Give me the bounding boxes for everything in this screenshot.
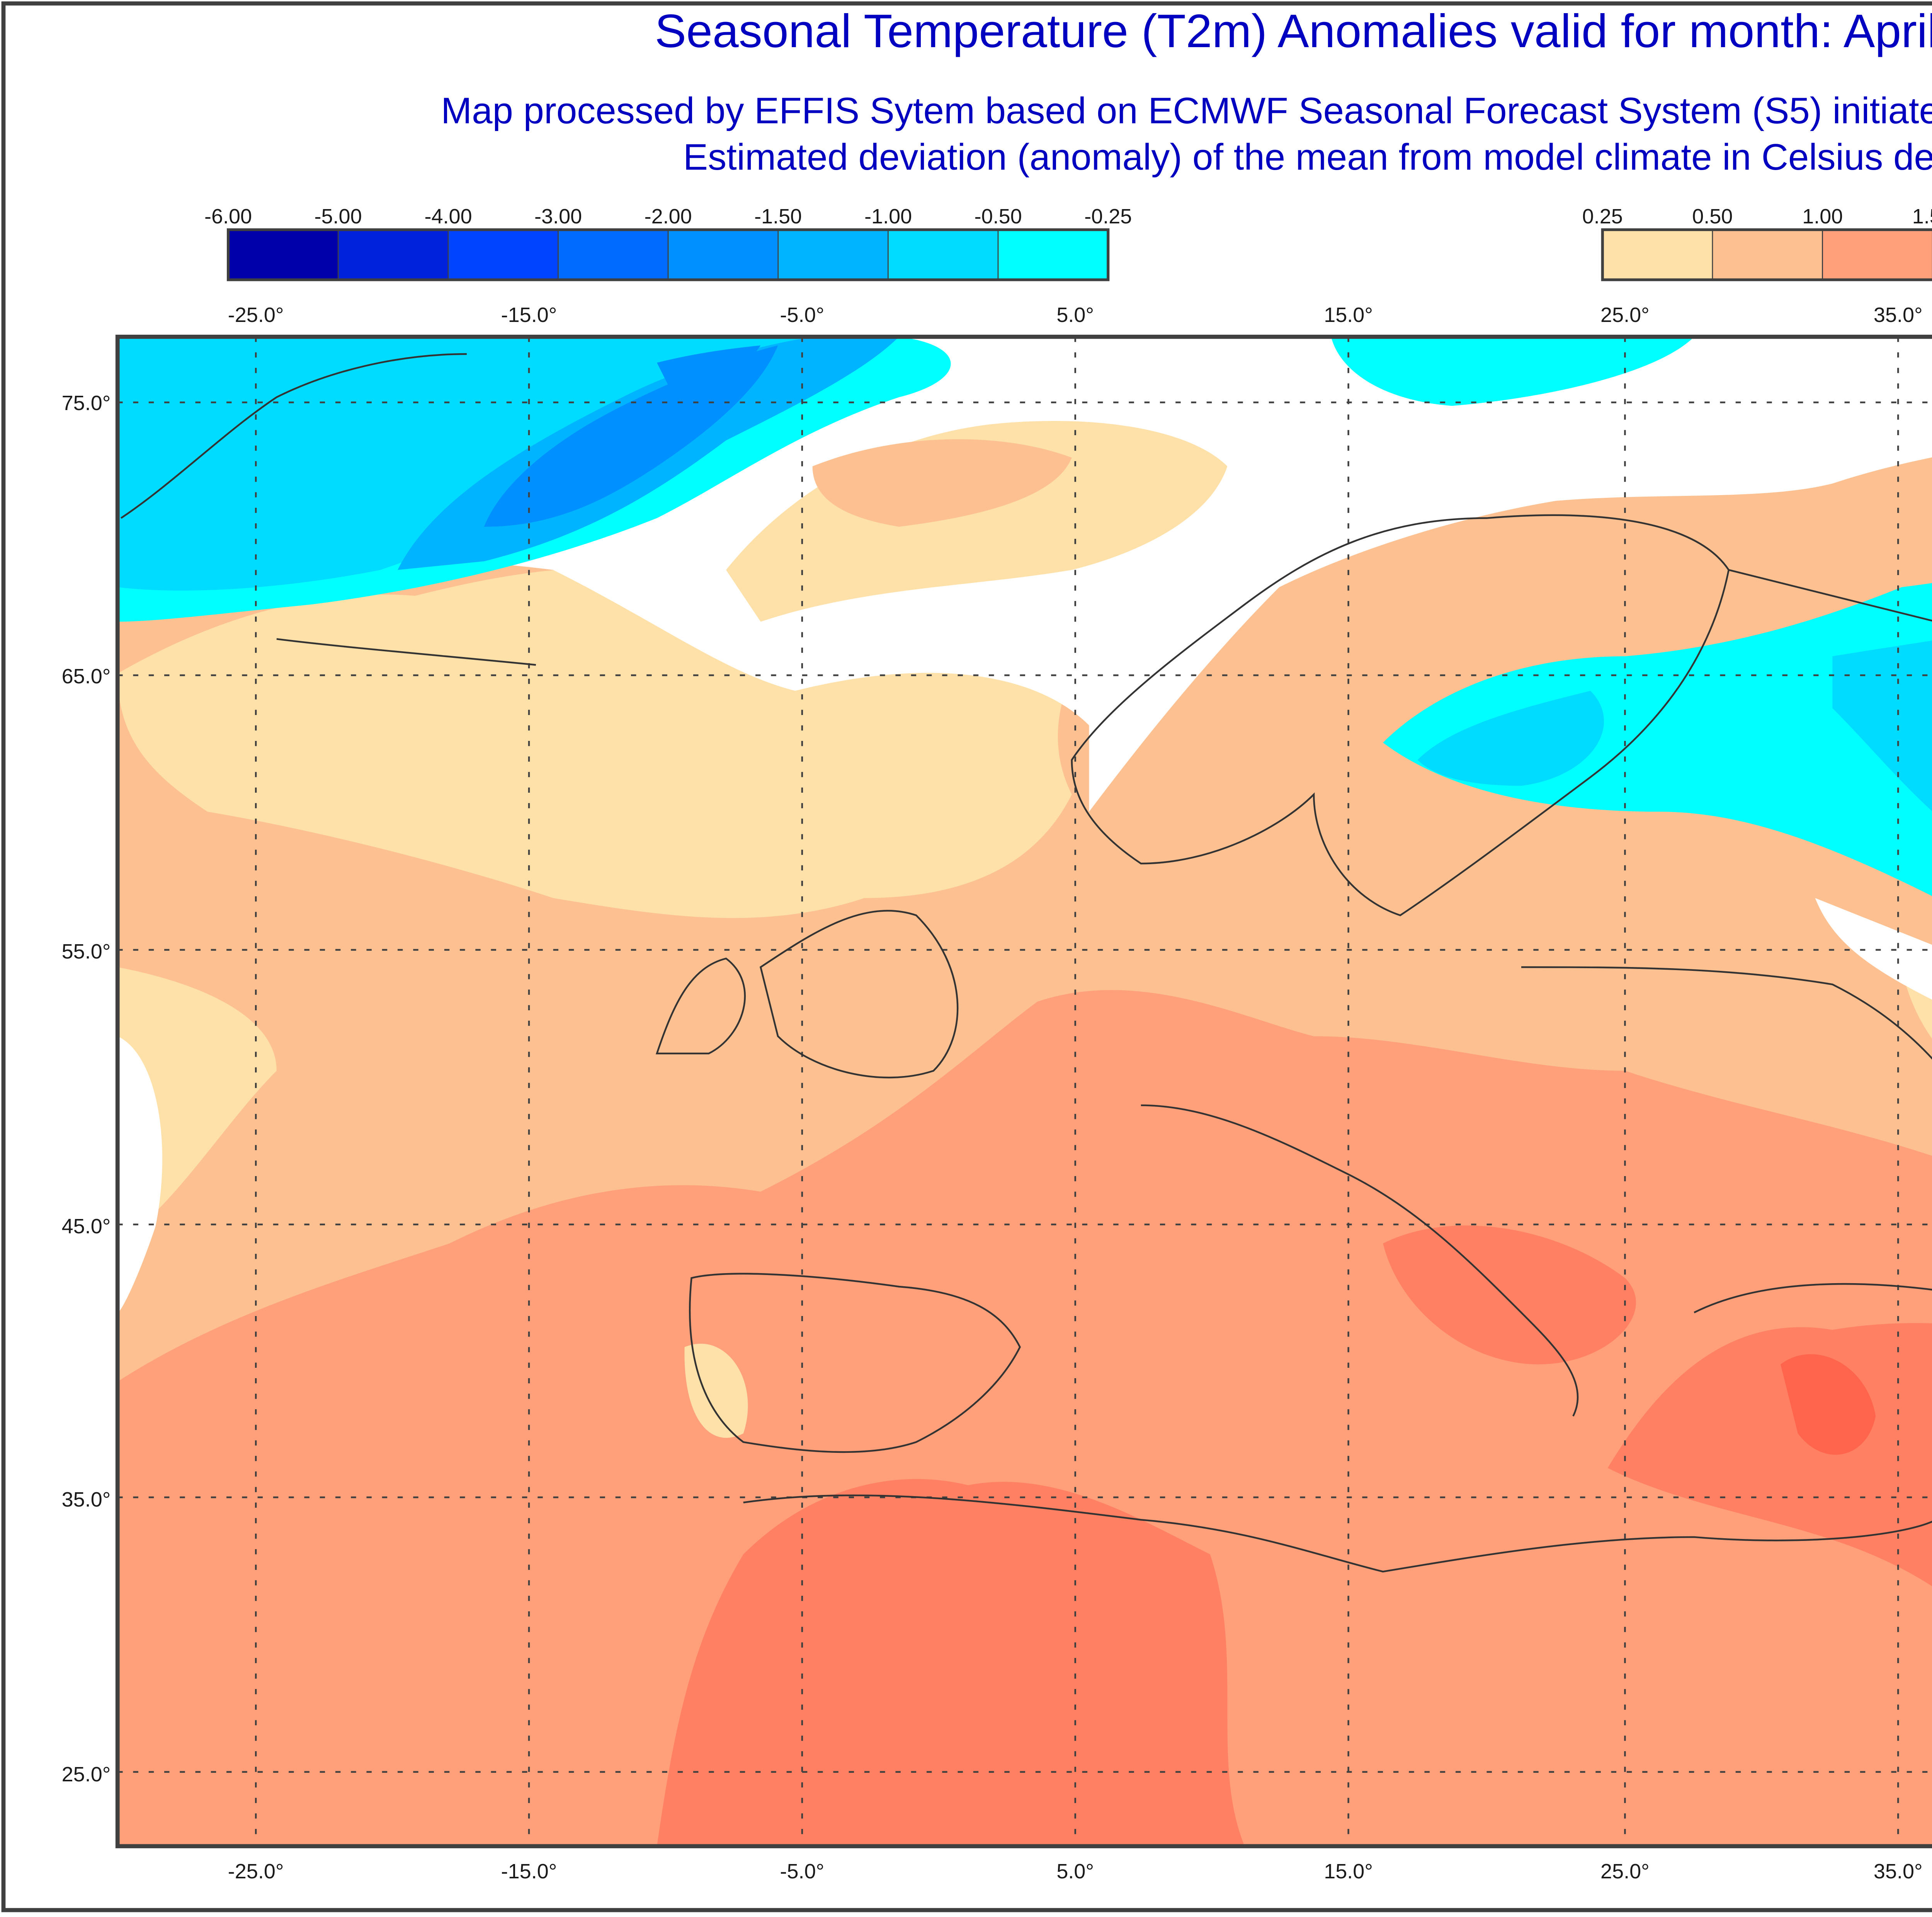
legend-positive <box>1601 228 1932 281</box>
subtitle-source: Map processed by EFFIS Sytem based on EC… <box>441 90 1932 131</box>
longitude-label-top: 15.0° <box>1324 303 1373 327</box>
longitude-label-top: -5.0° <box>780 303 825 327</box>
legend-swatch <box>228 229 339 281</box>
graticule <box>117 337 1932 1846</box>
legend-label: -4.00 <box>424 205 472 228</box>
longitude-label-bottom: 25.0° <box>1600 1859 1650 1883</box>
subtitle-units: Estimated deviation (anomaly) of the mea… <box>683 136 1932 178</box>
map-frame <box>115 334 1932 1849</box>
anomaly-field <box>117 337 1932 1846</box>
page-title: Seasonal Temperature (T2m) Anomalies val… <box>655 5 1932 57</box>
legend-swatch <box>337 229 449 281</box>
legend-label: 0.25 <box>1582 205 1623 228</box>
longitude-label-bottom: 15.0° <box>1324 1859 1373 1883</box>
latitude-label-left: 35.0° <box>61 1488 111 1511</box>
legend-swatch <box>997 229 1109 281</box>
longitude-label-top: 25.0° <box>1600 303 1650 327</box>
legend-swatch <box>1602 229 1713 281</box>
longitude-label-bottom: 35.0° <box>1873 1859 1923 1883</box>
longitude-label-bottom: -5.0° <box>780 1859 825 1883</box>
legend-label: -6.00 <box>204 205 252 228</box>
legend-label: -0.50 <box>974 205 1022 228</box>
longitude-label-top: -15.0° <box>501 303 557 327</box>
legend-swatch <box>558 229 669 281</box>
longitude-label-bottom: 5.0° <box>1056 1859 1094 1883</box>
longitude-label-bottom: -25.0° <box>228 1859 284 1883</box>
latitude-label-left: 25.0° <box>61 1763 111 1786</box>
coastlines <box>120 353 1932 1573</box>
legend-label: -1.50 <box>754 205 802 228</box>
longitude-label-top: 35.0° <box>1873 303 1923 327</box>
legend-label: -5.00 <box>314 205 362 228</box>
legend-swatch <box>1822 229 1932 281</box>
latitude-label-left: 45.0° <box>61 1214 111 1238</box>
latitude-label-left: 75.0° <box>61 392 111 415</box>
legend-swatch <box>777 229 889 281</box>
legend-label: 1.00 <box>1802 205 1843 228</box>
latitude-label-left: 55.0° <box>61 940 111 963</box>
legend-label: -3.00 <box>534 205 582 228</box>
legend-swatch <box>447 229 559 281</box>
legend-label: 0.50 <box>1692 205 1733 228</box>
legend-swatch <box>1712 229 1823 281</box>
longitude-label-top: 5.0° <box>1056 303 1094 327</box>
legend-label: -2.00 <box>644 205 692 228</box>
legend-label: 1.50 <box>1912 205 1932 228</box>
longitude-label-bottom: -15.0° <box>501 1859 557 1883</box>
legend-swatch <box>667 229 779 281</box>
latitude-label-left: 65.0° <box>61 665 111 688</box>
legend-swatch <box>888 229 999 281</box>
legend-label: -0.25 <box>1084 205 1132 228</box>
legend-negative <box>226 228 1110 281</box>
longitude-label-top: -25.0° <box>228 303 284 327</box>
legend-label: -1.00 <box>864 205 912 228</box>
